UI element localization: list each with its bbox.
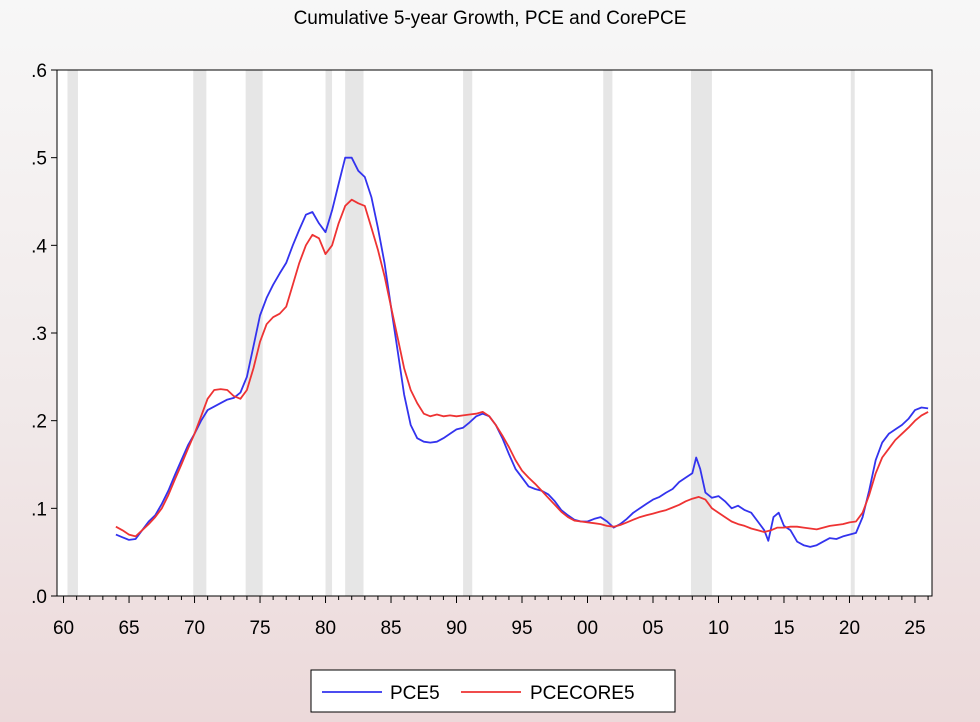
recession-band-1 [193,70,207,596]
x-tick-label: 25 [904,618,925,639]
y-tick-label: .0 [31,587,47,608]
legend-box [310,669,676,713]
x-tick-label: 20 [839,618,860,639]
chart-title: Cumulative 5-year Growth, PCE and CorePC… [294,8,687,29]
recession-band-0 [67,70,78,596]
recession-band-4 [345,70,364,596]
recession-band-8 [850,70,855,596]
x-tick-label: 05 [642,618,663,639]
x-tick-label: 10 [708,618,729,639]
x-tick-label: 15 [773,618,794,639]
series-line-pce5 [115,156,929,548]
x-axis: 60 65 70 75 80 85 90 95 00 05 10 15 20 25 [53,596,929,639]
series-line-pcecore5 [115,198,929,538]
y-tick-label: .6 [31,61,47,82]
x-tick-label: 70 [184,618,205,639]
recession-band-6 [603,70,613,596]
legend: PCE5 PCECORE5 [310,669,676,713]
y-tick-label: .3 [31,324,47,345]
legend-label-pcecore5: PCECORE5 [530,683,635,704]
y-axis: .0 .1 .2 .3 .4 .5 .6 [31,61,57,608]
plot-area [57,70,932,596]
x-tick-label: 85 [380,618,401,639]
x-tick-label: 80 [315,618,336,639]
y-tick-label: .4 [31,236,47,257]
y-tick-label: .2 [31,412,47,433]
series-lines [115,156,929,548]
x-tick-label: 65 [118,618,139,639]
recession-band-3 [325,70,333,596]
y-tick-label: .1 [31,499,47,520]
y-tick-label: .5 [31,149,47,170]
x-tick-label: 95 [511,618,532,639]
x-tick-label: 90 [446,618,467,639]
legend-label-pce5: PCE5 [390,683,440,704]
x-tick-label: 75 [249,618,270,639]
x-tick-label: 60 [53,618,74,639]
recession-band-5 [463,70,473,596]
recession-band-7 [690,70,712,596]
recession-band-2 [245,70,263,596]
x-tick-label: 00 [577,618,598,639]
